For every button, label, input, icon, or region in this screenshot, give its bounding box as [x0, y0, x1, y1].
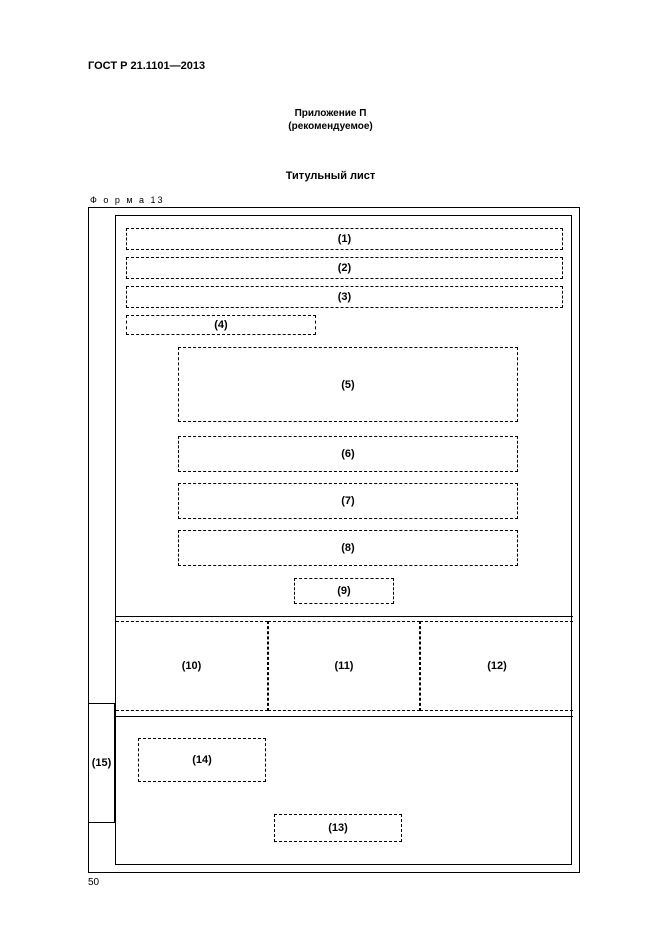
separator-bottom — [116, 716, 573, 717]
field-12-label: (12) — [487, 660, 507, 672]
field-6: (6) — [178, 436, 518, 472]
field-6-label: (6) — [341, 448, 354, 460]
field-15-label: (15) — [92, 757, 112, 769]
field-7-label: (7) — [341, 495, 354, 507]
field-8: (8) — [178, 530, 518, 566]
field-14: (14) — [138, 738, 266, 782]
field-10-label: (10) — [182, 660, 202, 672]
standard-code: ГОСТ Р 21.1101—2013 — [88, 60, 205, 72]
field-14-label: (14) — [192, 754, 212, 766]
field-12: (12) — [420, 621, 573, 711]
field-5-label: (5) — [341, 379, 354, 391]
field-2: (2) — [126, 257, 563, 279]
field-11-label: (11) — [335, 660, 354, 672]
page-title: Титульный лист — [0, 170, 661, 182]
field-1-label: (1) — [338, 233, 351, 245]
document-page: ГОСТ Р 21.1101—2013 Приложение П (рекоме… — [0, 0, 661, 936]
field-13-label: (13) — [328, 822, 348, 834]
field-7: (7) — [178, 483, 518, 519]
field-1: (1) — [126, 228, 563, 250]
field-9-label: (9) — [337, 585, 350, 597]
page-number: 50 — [88, 877, 99, 888]
field-15: (15) — [88, 703, 115, 823]
field-2-label: (2) — [338, 262, 351, 274]
separator-top — [116, 616, 573, 617]
field-8-label: (8) — [341, 542, 354, 554]
field-9: (9) — [294, 578, 394, 604]
field-4-label: (4) — [214, 319, 227, 331]
field-3-label: (3) — [338, 291, 351, 303]
appendix-label: Приложение П — [0, 108, 661, 119]
field-5: (5) — [178, 347, 518, 422]
form-label: Ф о р м а 13 — [90, 195, 165, 205]
field-10: (10) — [116, 621, 268, 711]
field-11: (11) — [268, 621, 420, 711]
appendix-note: (рекомендуемое) — [0, 121, 661, 132]
outer-frame: (1) (2) (3) (4) (5) (6) — [88, 207, 580, 873]
field-13: (13) — [274, 814, 402, 842]
field-3: (3) — [126, 286, 563, 308]
field-4: (4) — [126, 315, 316, 335]
inner-frame: (1) (2) (3) (4) (5) (6) — [115, 215, 572, 865]
